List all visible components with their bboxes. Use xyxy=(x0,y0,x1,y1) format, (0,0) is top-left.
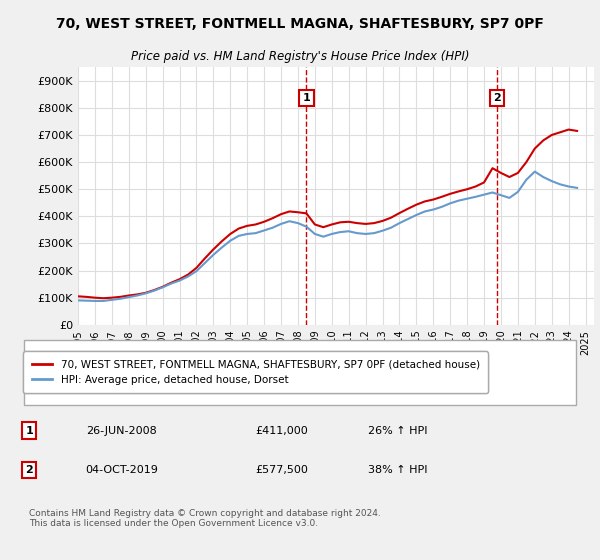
Text: Price paid vs. HM Land Registry's House Price Index (HPI): Price paid vs. HM Land Registry's House … xyxy=(131,50,469,63)
FancyBboxPatch shape xyxy=(23,339,577,405)
Text: 2: 2 xyxy=(493,93,500,103)
Text: 1: 1 xyxy=(302,93,310,103)
Text: 38% ↑ HPI: 38% ↑ HPI xyxy=(368,465,427,475)
Text: £577,500: £577,500 xyxy=(255,465,308,475)
Text: 04-OCT-2019: 04-OCT-2019 xyxy=(86,465,158,475)
Text: 1: 1 xyxy=(25,426,33,436)
Legend: 70, WEST STREET, FONTMELL MAGNA, SHAFTESBURY, SP7 0PF (detached house), HPI: Ave: 70, WEST STREET, FONTMELL MAGNA, SHAFTES… xyxy=(23,352,488,393)
Text: 26-JUN-2008: 26-JUN-2008 xyxy=(86,426,157,436)
Text: 70, WEST STREET, FONTMELL MAGNA, SHAFTESBURY, SP7 0PF: 70, WEST STREET, FONTMELL MAGNA, SHAFTES… xyxy=(56,17,544,31)
Text: Contains HM Land Registry data © Crown copyright and database right 2024.
This d: Contains HM Land Registry data © Crown c… xyxy=(29,509,381,529)
Text: 2: 2 xyxy=(25,465,33,475)
Text: £411,000: £411,000 xyxy=(255,426,308,436)
Text: 26% ↑ HPI: 26% ↑ HPI xyxy=(368,426,427,436)
